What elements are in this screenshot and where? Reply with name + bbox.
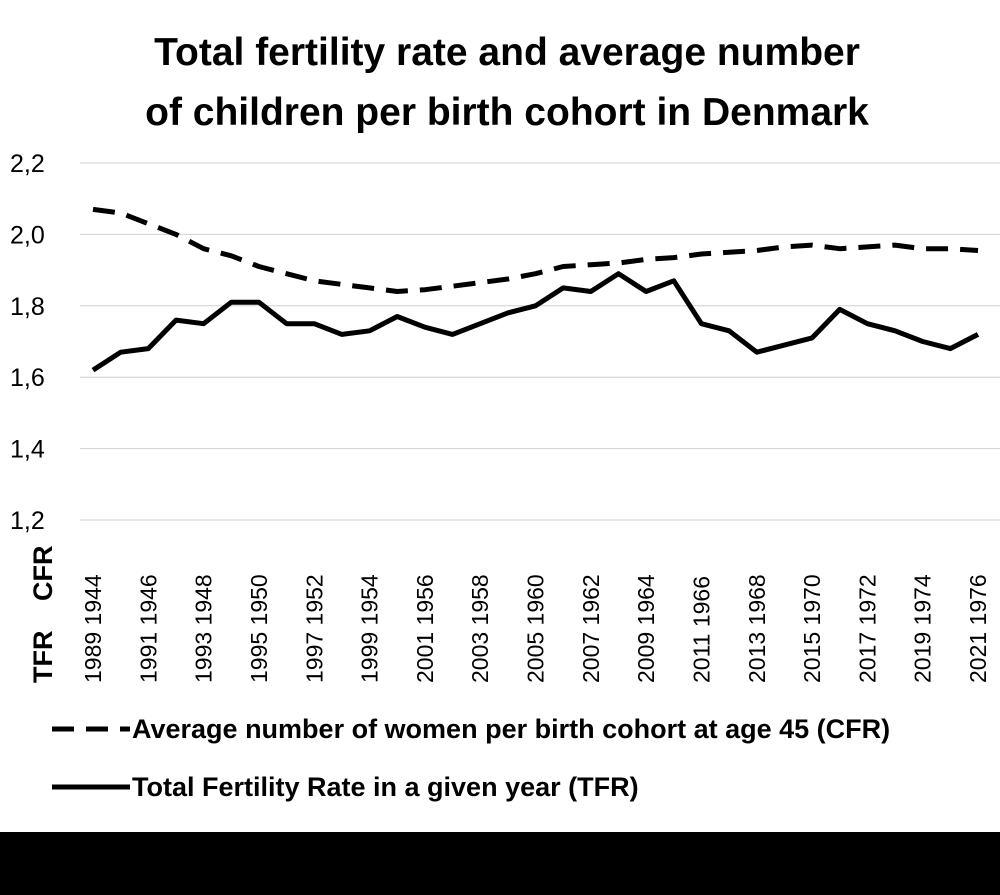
y-tick-label: 1,4 [10, 436, 45, 464]
y-tick-label: 1,6 [10, 364, 45, 392]
x-axis-ticks: 1989 1944 1991 1946 1993 1948 1995 1950 1997… [80, 574, 991, 683]
legend-label-tfr: Total Fertility Rate in a given year (TF… [132, 772, 639, 802]
gridlines [80, 162, 1000, 521]
x-tick-label: 1999 1954 [357, 574, 383, 683]
chart-svg: Total fertility rate and average number … [10, 31, 1000, 802]
x-tick-label: 1993 1948 [191, 574, 217, 683]
series-lines [91, 206, 980, 373]
x-tick-label: 2005 1960 [523, 574, 549, 683]
x-tick-label: 2003 1958 [467, 574, 493, 683]
x-tick-label: 1991 1946 [135, 574, 161, 683]
y-tick-label: 1,8 [10, 293, 45, 321]
x-tick-label: 1995 1950 [246, 574, 272, 683]
x-tick-label: 2009 1964 [633, 574, 659, 683]
x-tick-label: 2007 1962 [578, 574, 604, 683]
y-tick-label: 2,0 [10, 221, 45, 249]
legend: Average number of women per birth cohort… [52, 714, 890, 802]
legend-label-cfr: Average number of women per birth cohort… [132, 714, 890, 744]
chart-figure: Total fertility rate and average number … [0, 0, 1000, 832]
x-tick-label: 2021 1976 [965, 574, 991, 683]
x-tick-label: 2013 1968 [744, 574, 770, 683]
x-tick-label: 2017 1972 [854, 574, 880, 683]
x-tick-label: 2011 1966 [688, 576, 714, 683]
x-tick-label: 2015 1970 [799, 574, 825, 683]
x-tick-label: 1989 1944 [80, 574, 106, 683]
y-tick-label: 1,2 [10, 507, 45, 535]
x-tick-label: 1997 1952 [301, 574, 327, 683]
x-tick-label: 2019 1974 [910, 574, 936, 683]
chart-title-line-1: Total fertility rate and average number [154, 31, 860, 74]
tfr-series-line [91, 271, 980, 373]
tfr-axis-tag: TFR [28, 631, 58, 683]
chart-title-line-2: of children per birth cohort in Denmark [145, 91, 869, 134]
cfr-axis-tag: CFR [28, 546, 58, 602]
y-axis-ticks: 1,2 1,4 1,6 1,8 2,0 2,2 [10, 150, 45, 535]
cfr-series-line [92, 206, 979, 294]
y-tick-label: 2,2 [10, 150, 45, 178]
x-tick-label: 2001 1956 [412, 574, 438, 683]
